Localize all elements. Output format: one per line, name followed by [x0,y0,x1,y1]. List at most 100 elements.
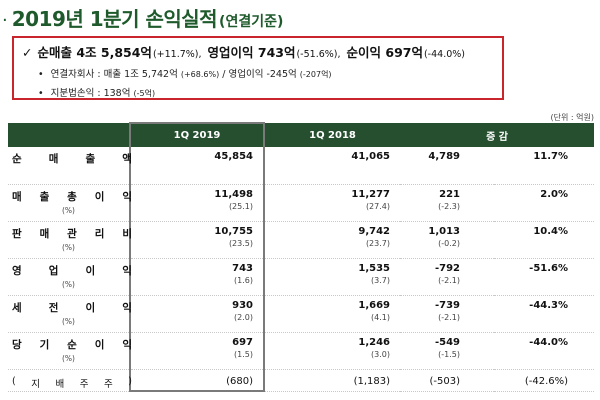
cell-value: 9,742 [358,225,390,237]
cell-1q-2018: 9,742 (23.7) [264,221,400,259]
bullet-dot: • [38,88,44,99]
row-label-char: 액 [122,153,132,165]
cell-1q-2018: 1,246 (3.0) [264,332,400,370]
row-pct-label: (%) [62,242,75,252]
row-label-char: 순 [67,338,77,351]
table-row: 매 출 총 이 익 (%) 11,498 (25.1) 11,277 (27.4) 221 (-2.3… [8,184,595,222]
summary-revenue-change: (+11.7%), [152,49,202,60]
cell-1q-2018: 11,277 (27.4) [264,184,400,222]
row-pct-label: (%) [62,316,75,326]
row-label-char: 이 [85,301,96,314]
subsidiary-sales: 연결자회사 : 매출 1조 5,742억 [50,69,178,80]
cell-1q-2018: 41,065 [264,147,400,185]
row-label-char: 전 [48,301,59,314]
cell-1q-2019: 10,755 (23.5) [129,221,265,259]
table-row: 세 전 이 익 (%) 930 (2.0) 1,669 (4.1) -739 (-2.1) -44.3… [8,295,595,333]
row-pct-label: (%) [62,205,75,215]
row-label-char: 기 [39,338,50,351]
unit-note: (단위 : 억원) [550,113,594,122]
cell-value: 930 [232,299,253,311]
cell-1q-2018: (1,183) [264,369,400,392]
cell-margin: (3.7) [371,275,390,285]
cell-1q-2019: 930 (2.0) [129,295,265,333]
cell-change-rate: 2.0% [494,184,595,222]
income-table: 1Q 2019 1Q 2018 증 감 순 매 출 액 45,854 41,065 4,78… [8,122,595,392]
row-label-char: 관 [67,227,77,240]
cell-value: -51.6% [529,262,569,274]
row-label-char: ( [12,375,16,387]
row-label-char: 매 [12,190,22,203]
cell-change-rate: -44.0% [494,332,595,370]
row-label: 매 출 총 이 익 (%) [8,184,132,222]
bullet-dot: • [38,69,44,80]
subsidiary-op-change: (-207억) [299,70,332,79]
cell-change-rate: -44.3% [494,295,595,333]
cell-change-rate: (-42.6%) [494,369,595,392]
row-label-char: 영 [12,264,22,277]
cell-margin: (-2.3) [438,201,460,211]
cell-margin: (-1.5) [438,349,460,359]
cell-value: 221 [439,188,460,200]
cell-value: 697 [232,336,253,348]
cell-change-amount: (-503) [400,369,494,392]
table-row: 영 업 이 익 (%) 743 (1.6) 1,535 (3.7) -792 (-2.1) -51.6… [8,258,595,296]
header-change: 증 감 [486,131,508,143]
table-header-row: 1Q 2019 1Q 2018 증 감 [8,122,595,147]
cell-value: 11,277 [351,188,390,200]
equity-income: 지분법손익 : 138억 [50,88,131,99]
table-row: 당 기 순 이 익 (%) 697 (1.5) 1,246 (3.0) -549 (-1.5) -44.… [8,332,595,370]
equity-income-change: (-5억) [133,89,156,98]
summary-revenue: 순매출 4조 5,854억 [37,45,152,60]
cell-margin: (3.0) [371,349,390,359]
row-label-char: 리 [94,227,105,240]
cell-margin: (4.1) [371,312,390,322]
header-label-col [8,123,130,147]
row-label-char: 배 [55,378,65,390]
row-label: 영 업 이 익 (%) [8,258,132,296]
row-label-char: 당 [12,338,22,351]
summary-operating-change: (-51.6%), [296,49,341,60]
table-body: 순 매 출 액 45,854 41,065 4,789 11.7% 매 출 총 이 익 (%) 11,498… [8,147,595,392]
row-label-char: 순 [12,153,22,165]
row-label-char: 주 [79,378,89,390]
subsidiary-sales-change: (+68.6%) [180,70,220,79]
subsidiary-op: / 영업이익 -245억 [222,69,297,80]
cell-value: 2.0% [540,188,569,200]
cell-value: -739 [434,299,460,311]
cell-margin: (-0.2) [438,238,460,248]
cell-value: 743 [232,262,253,274]
cell-change-rate: 10.4% [494,221,595,259]
row-label: 판 매 관 리 비 (%) [8,221,132,259]
row-label: 당 기 순 이 익 (%) [8,332,132,370]
cell-value: 41,065 [351,151,390,162]
cell-value: 11,498 [214,188,253,200]
row-label-char: 이 [85,264,96,277]
cell-value: 1,013 [428,225,460,237]
summary-subsidiary: • 연결자회사 : 매출 1조 5,742억 (+68.6%) / 영업이익 -… [38,66,494,80]
cell-margin: (-2.1) [438,312,460,322]
cell-value: 1,535 [358,262,390,274]
row-label: 세 전 이 익 (%) [8,295,132,333]
summary-operating-income: 영업이익 743억 [207,45,296,60]
table-row: 순 매 출 액 45,854 41,065 4,789 11.7% [8,147,595,185]
cell-change-amount: -549 (-1.5) [400,332,494,370]
cell-value: 1,669 [358,299,390,311]
cell-value: 10,755 [214,225,253,237]
page-title: · 2019년 1분기 손익실적 (연결기준) [2,3,284,31]
row-label-char: 지 [31,378,40,390]
title-subtitle: (연결기준) [219,14,284,30]
title-bullet: · [2,10,8,31]
row-label-char: 매 [39,227,50,240]
cell-1q-2018: 1,669 (4.1) [264,295,400,333]
cell-margin: (1.6) [234,275,253,285]
cell-change-amount: -792 (-2.1) [400,258,494,296]
row-label-char: 업 [48,264,59,277]
cell-value: 1,246 [358,336,390,348]
row-label-char: 익 [122,301,132,314]
cell-value: 45,854 [214,151,253,162]
